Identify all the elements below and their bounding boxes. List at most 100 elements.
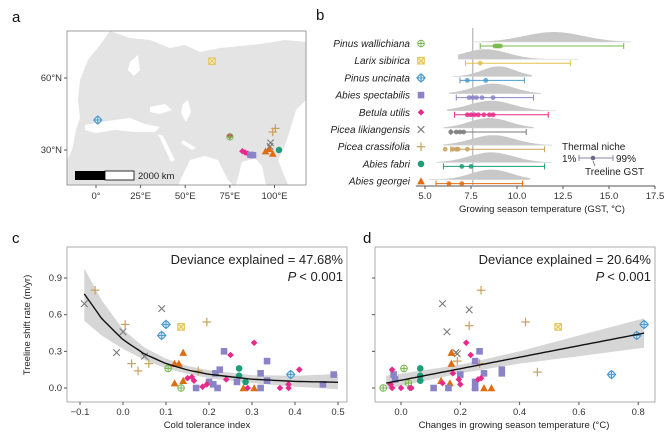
x-tick-label: 0° <box>91 191 100 202</box>
treeline-gst-point <box>468 112 474 118</box>
marker-triangle <box>417 177 425 185</box>
x-tick-label: 17.5 <box>646 191 665 202</box>
data-point-abies-spectabilis <box>457 371 464 378</box>
data-point-picea-likiangensis <box>140 352 149 360</box>
marker-square <box>263 357 271 365</box>
marker-triangle <box>446 379 454 387</box>
species-row-abies-georgei: Abies georgei <box>348 169 530 188</box>
y-tick-label: 60°N <box>41 73 62 84</box>
marker-circle <box>416 377 424 384</box>
marker-diamond <box>190 377 198 384</box>
marker-square <box>480 370 488 377</box>
data-point-picea-likiangensis <box>453 350 462 358</box>
data-point-abies-spectabilis <box>391 376 399 383</box>
data-point-picea-likiangensis <box>112 348 121 357</box>
map-site-abies-georgei <box>268 149 277 157</box>
data-point-betula-utilis <box>457 381 464 388</box>
gst-change-scatter: 0.0 0.2 0.4 0.6 0.8 <box>372 246 656 418</box>
legend-title: Thermal niche <box>562 142 626 153</box>
density-ridge <box>436 152 552 163</box>
marker-diamond <box>296 366 303 373</box>
species-label: Picea crassifolia <box>338 142 411 153</box>
density-ridge <box>443 135 552 146</box>
p-value: < 0.001 <box>607 269 651 284</box>
data-point-larix-sibirica <box>177 323 185 331</box>
marker-diamond <box>457 381 464 388</box>
marker-triangle <box>265 145 273 152</box>
x-tick-label: 100°E <box>262 191 288 202</box>
data-point-picea-likiangensis <box>119 328 127 336</box>
data-point-betula-utilis <box>474 376 482 383</box>
x-tick-label: 0.2 <box>202 407 215 418</box>
marker-triangle <box>179 376 188 384</box>
marker-diamond <box>388 366 396 373</box>
data-point-picea-crassifolia <box>90 285 100 295</box>
species-row-pinus-wallichiana: Pinus wallichiana <box>333 32 632 50</box>
fit-line <box>386 332 645 384</box>
x-tick-label: 5.0 <box>418 191 431 202</box>
map-site-abies-georgei <box>265 145 273 152</box>
marker-square <box>471 384 479 392</box>
treeline-gst-point <box>459 181 465 187</box>
panel-c-deviance: Deviance explained = 47.68% <box>171 252 344 267</box>
marker-triangle <box>268 149 277 157</box>
treeline-gst-point <box>455 146 461 152</box>
treeline-gst-point <box>448 129 454 135</box>
data-point-abies-spectabilis <box>445 384 452 392</box>
marker-square <box>263 377 271 384</box>
marker-diamond <box>606 369 617 380</box>
data-point-betula-utilis <box>477 374 485 382</box>
x-tick-label: 7.5 <box>464 191 477 202</box>
marker-stroke <box>554 323 562 331</box>
data-point-picea-crassifolia <box>453 356 462 366</box>
marker-diamond <box>449 370 457 377</box>
panel-c-xlabel: Cold tolerance index <box>164 420 251 431</box>
density-ridge <box>443 118 534 128</box>
data-point-betula-utilis <box>388 384 396 392</box>
data-point-betula-utilis <box>467 351 474 359</box>
species-row-larix-sibirica: Larix sibirica <box>354 49 578 67</box>
panel-d-xlabel: Changes in growing season temperature (°… <box>419 420 610 431</box>
treeline-gst-point <box>470 95 476 100</box>
marker-square <box>457 371 464 378</box>
marker-triangle <box>179 348 188 356</box>
marker-stroke <box>417 125 425 134</box>
data-point-picea-crassifolia <box>133 366 143 376</box>
marker-diamond <box>462 339 470 347</box>
treeline-gst-point <box>483 78 489 83</box>
data-point-picea-likiangensis <box>158 304 166 313</box>
data-point-abies-spectabilis <box>257 384 264 392</box>
data-point-abies-spectabilis <box>390 371 397 378</box>
marker-diamond <box>474 376 482 383</box>
treeline-gst-point <box>468 164 474 169</box>
marker-square <box>330 371 337 378</box>
species-label: Abies georgei <box>348 177 411 188</box>
species-icon-pinus-wallichiana <box>417 39 425 48</box>
marker-circle <box>416 365 424 372</box>
data-point-betula-utilis <box>222 376 230 383</box>
map-site-pinus-wallichiana <box>226 133 234 141</box>
data-point-picea-crassifolia <box>533 367 542 377</box>
data-point-abies-spectabilis <box>210 381 217 388</box>
marker-square <box>210 381 217 388</box>
density-ridge <box>448 83 541 94</box>
data-point-picea-likiangensis <box>443 328 451 336</box>
data-point-abies-spectabilis <box>220 348 228 355</box>
species-label: Abies fabri <box>362 159 411 170</box>
marker-diamond <box>161 319 171 330</box>
marker-diamond <box>455 376 463 383</box>
species-icon-picea-crassifolia <box>416 142 426 151</box>
p-value: < 0.001 <box>299 269 343 284</box>
species-row-picea-crassifolia: Picea crassifolia <box>338 135 552 153</box>
data-point-abies-spectabilis <box>233 378 241 386</box>
species-icon-abies-spectabilis <box>417 91 425 99</box>
treeline-gst-point <box>453 129 459 135</box>
species-icon-abies-georgei <box>417 177 425 185</box>
legend-low: 1% <box>562 154 577 165</box>
data-point-abies-georgei <box>447 359 456 367</box>
data-point-abies-spectabilis <box>319 381 327 388</box>
data-point-betula-utilis <box>388 366 396 373</box>
data-point-abies-spectabilis <box>430 384 437 392</box>
data-point-betula-utilis <box>439 379 446 387</box>
